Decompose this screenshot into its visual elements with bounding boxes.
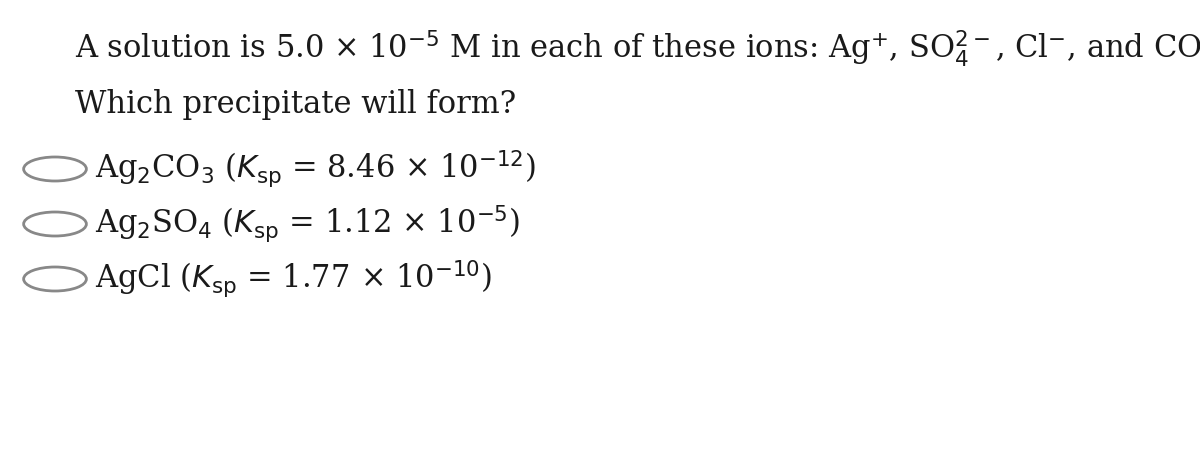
Text: AgCl ($K_{\mathrm{sp}}$ = 1.77 × 10$^{-10}$): AgCl ($K_{\mathrm{sp}}$ = 1.77 × 10$^{-1…: [95, 258, 492, 300]
Text: A solution is 5.0 × 10$^{-5}$ M in each of these ions: Ag$^{+}$, SO$_4^{2-}$, Cl: A solution is 5.0 × 10$^{-5}$ M in each …: [74, 28, 1200, 69]
Text: Which precipitate will form?: Which precipitate will form?: [74, 89, 516, 119]
Text: Ag$_2$SO$_4$ ($K_{\mathrm{sp}}$ = 1.12 × 10$^{-5}$): Ag$_2$SO$_4$ ($K_{\mathrm{sp}}$ = 1.12 ×…: [95, 203, 520, 245]
Text: Ag$_2$CO$_3$ ($K_{\mathrm{sp}}$ = 8.46 × 10$^{-12}$): Ag$_2$CO$_3$ ($K_{\mathrm{sp}}$ = 8.46 ×…: [95, 148, 536, 190]
